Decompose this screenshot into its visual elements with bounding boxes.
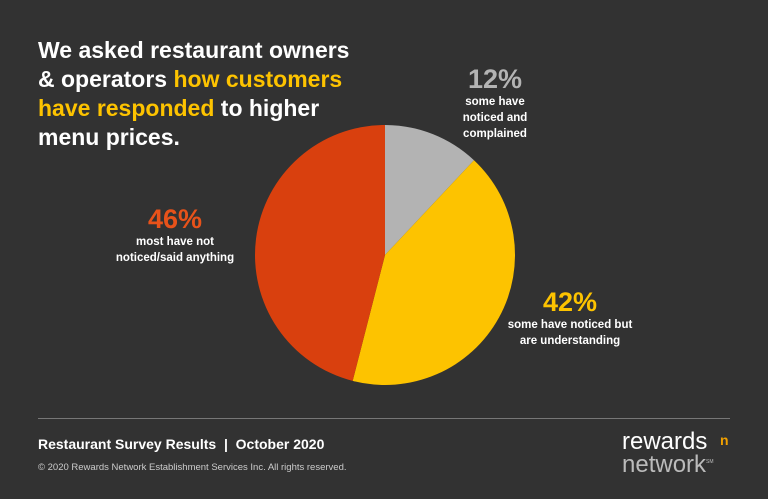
title-highlight: how customers have responded xyxy=(38,66,343,121)
slice-label-not-noticed: 46% most have not noticed/said anything xyxy=(100,204,250,266)
slice-label-understanding: 42% some have noticed but are understand… xyxy=(495,287,645,349)
slice-desc: most have not noticed/said anything xyxy=(115,236,235,264)
pie-slice-2 xyxy=(254,125,385,381)
slice-desc: some have noticed but are understanding xyxy=(507,319,633,347)
pct-label: 46% xyxy=(147,204,203,234)
pct-label: 42% xyxy=(542,287,598,317)
logo-mark: n xyxy=(720,432,729,448)
title-text: We asked restaurant owners & operators xyxy=(38,37,350,92)
logo-line2-text: network xyxy=(622,451,707,478)
pct-label: 12% xyxy=(467,64,523,94)
chart-title: We asked restaurant owners & operators h… xyxy=(38,36,368,152)
copyright: © 2020 Rewards Network Establishment Ser… xyxy=(38,462,347,473)
slice-label-complained: 12% some have noticed and complained xyxy=(420,64,570,142)
logo-line1: rewards xyxy=(622,428,708,455)
footer-title: Restaurant Survey Results | October 2020 xyxy=(38,436,325,452)
pie-slice-0 xyxy=(385,125,474,255)
logo-line2: networkSM xyxy=(622,451,714,478)
divider xyxy=(38,418,730,419)
slice-desc: some have noticed and complained xyxy=(462,96,528,140)
logo-sm: SM xyxy=(706,459,714,465)
pie-slice-1 xyxy=(352,160,515,385)
title-text-end: to higher menu prices. xyxy=(38,95,320,150)
rewards-network-logo: rewards networkSM n xyxy=(622,428,729,478)
